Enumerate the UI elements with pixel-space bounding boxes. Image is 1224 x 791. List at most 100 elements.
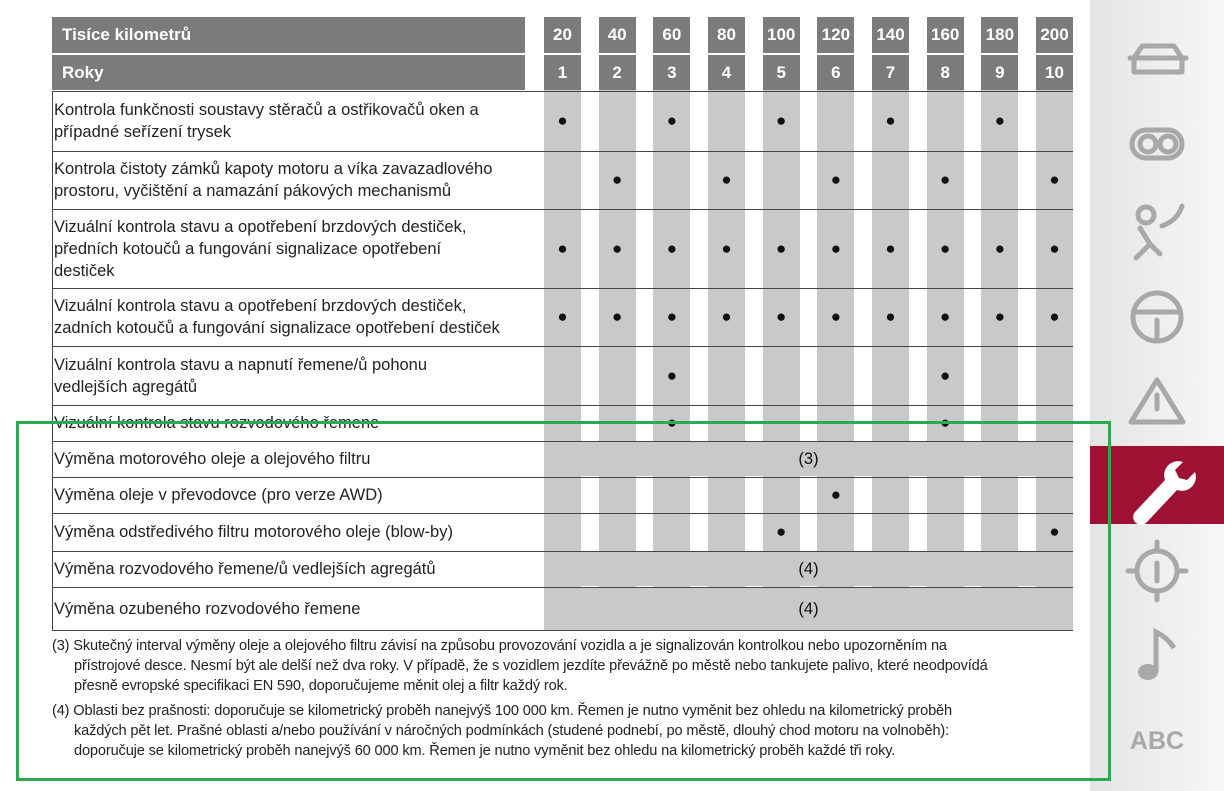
row-label: Výměna rozvodového řemene/ů vedlejších a… [54, 560, 436, 578]
row-label: Kontrola čistoty zámků kapoty motoru a v… [54, 160, 493, 200]
column-stripe [598, 55, 636, 630]
footnote: (4) Oblasti bez prašnosti: doporučuje se… [52, 703, 952, 759]
row-label: Vizuální kontrola stavu a napnutí řemene… [54, 355, 428, 396]
span-note: (4) [798, 599, 819, 618]
check-dot: ● [830, 170, 841, 189]
check-dot: ● [721, 170, 732, 189]
row-separator [52, 587, 1073, 588]
check-dot: ● [885, 111, 896, 130]
column-stripe [817, 55, 855, 630]
column-stripe [1036, 55, 1074, 630]
row-separator [52, 151, 1073, 152]
year-header: 3 [653, 55, 691, 90]
check-dot: ● [994, 307, 1005, 326]
row-separator [52, 209, 1073, 210]
music-icon[interactable] [1153, 627, 1177, 672]
row-separator [52, 477, 1073, 478]
warning-icon[interactable] [1128, 377, 1186, 425]
check-dot: ● [940, 365, 951, 385]
year-header: 7 [872, 55, 910, 90]
span-band [544, 442, 1073, 476]
year-header: 4 [708, 55, 745, 90]
km-header: 200 [1036, 17, 1074, 53]
km-header: 40 [598, 17, 636, 53]
row-label: Výměna motorového oleje a olejového filt… [54, 450, 371, 468]
check-dot: ● [1049, 238, 1060, 258]
check-dot: ● [776, 111, 787, 130]
column-stripe [708, 55, 745, 630]
dashboard-icon[interactable] [1129, 127, 1185, 161]
km-header: 100 [762, 17, 800, 53]
check-dot: ● [776, 238, 787, 258]
check-dot: ● [940, 170, 951, 189]
year-header: 10 [1036, 55, 1074, 90]
span-note: (4) [798, 559, 819, 578]
year-header: 6 [817, 55, 855, 90]
year-header: 5 [762, 55, 800, 90]
row-separator [52, 513, 1073, 514]
check-dot: ● [557, 111, 568, 130]
check-dot: ● [721, 307, 732, 326]
check-dot: ● [885, 307, 896, 326]
check-dot: ● [885, 238, 896, 258]
row-label: Vizuální kontrola stavu a opotřebení brz… [54, 217, 467, 280]
row-separator [52, 288, 1073, 289]
year-header: 1 [544, 55, 581, 90]
row-label: Výměna odstředivého filtru motorového ol… [54, 523, 453, 541]
check-dot: ● [666, 365, 677, 385]
km-header: 180 [981, 17, 1019, 53]
sidebar-icons: ABC [1125, 43, 1196, 755]
wrench-icon[interactable] [1133, 461, 1196, 525]
check-dot: ● [666, 307, 677, 326]
check-dot: ● [940, 238, 951, 258]
check-dot: ● [1049, 170, 1060, 189]
settings-icon[interactable] [1134, 548, 1180, 594]
check-dot: ● [1049, 522, 1060, 541]
check-dot: ● [557, 238, 568, 258]
column-stripe [872, 55, 910, 630]
check-dot: ● [776, 522, 787, 541]
header-cell: Roky [52, 55, 525, 90]
column-stripe [762, 55, 800, 630]
car-icon[interactable] [1127, 43, 1189, 75]
check-dot: ● [721, 238, 732, 258]
check-dot: ● [994, 238, 1005, 258]
row-separator [52, 346, 1073, 347]
row-label: Výměna ozubeného rozvodového řemene [54, 600, 361, 618]
left-border [52, 92, 53, 630]
km-header: 20 [544, 17, 581, 53]
check-dot: ● [666, 111, 677, 130]
span-band [544, 552, 1073, 586]
year-header: 9 [981, 55, 1019, 90]
km-header: 120 [817, 17, 855, 53]
check-dot: ● [994, 111, 1005, 130]
highlight-box [16, 421, 1111, 781]
row-separator [52, 630, 1073, 631]
column-stripe [926, 55, 964, 630]
column-stripe [544, 55, 581, 630]
check-dot: ● [940, 307, 951, 326]
check-dot: ● [830, 307, 841, 326]
check-dot: ● [612, 307, 623, 326]
airbag-icon[interactable] [1135, 204, 1157, 226]
span-band [544, 588, 1073, 630]
row-separator [52, 551, 1073, 552]
span-note: (3) [798, 449, 819, 468]
km-header: 80 [708, 17, 745, 53]
check-dot: ● [830, 485, 841, 504]
check-dot: ● [612, 238, 623, 258]
row-label: Vizuální kontrola stavu a opotřebení brz… [54, 297, 500, 337]
column-stripe [981, 55, 1019, 630]
year-header: 2 [598, 55, 636, 90]
column-stripe [653, 55, 691, 630]
check-dot: ● [776, 307, 787, 326]
row-separator [52, 441, 1073, 442]
km-header: 160 [926, 17, 964, 53]
check-dot: ● [666, 238, 677, 258]
check-dot: ● [830, 238, 841, 258]
year-header: 8 [926, 55, 964, 90]
row-label: Kontrola funkčnosti soustavy stěračů a o… [54, 101, 479, 141]
row-separator [52, 91, 1073, 92]
abc-tab[interactable]: ABC [1130, 727, 1184, 755]
